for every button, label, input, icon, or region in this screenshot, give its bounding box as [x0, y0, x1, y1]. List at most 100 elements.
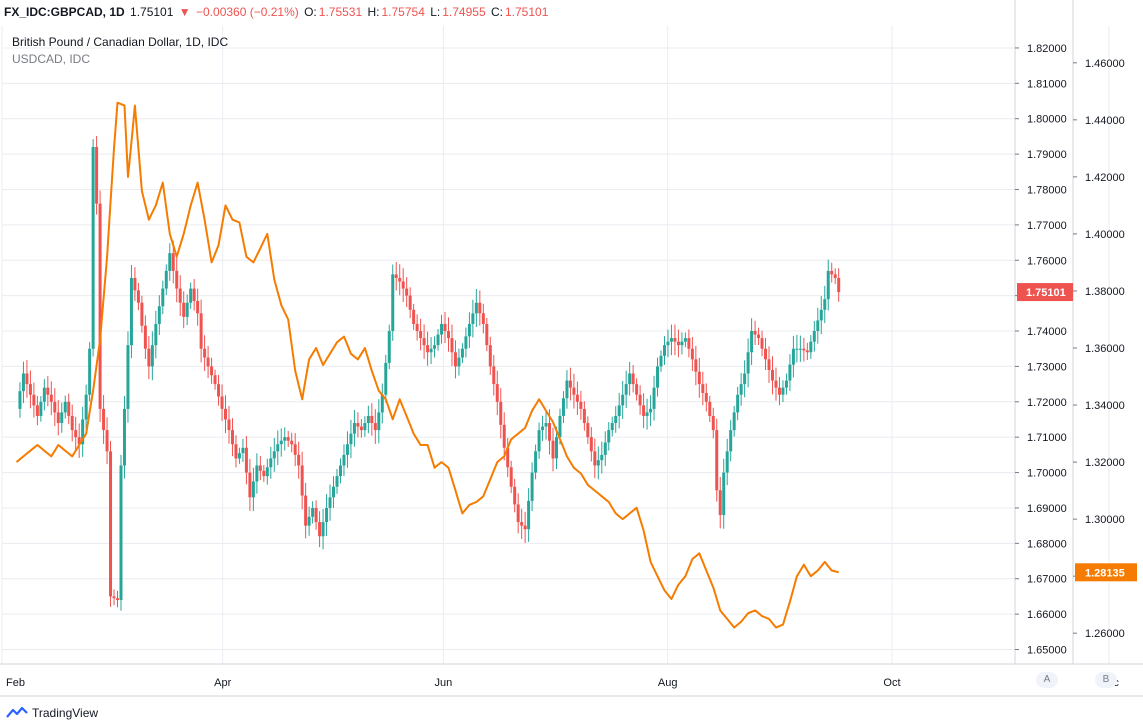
- candle-body: [596, 460, 600, 466]
- right-axis-tick-label: 1.26000: [1085, 628, 1125, 640]
- candle-body: [788, 364, 792, 381]
- candle-body: [530, 472, 534, 501]
- candle-body: [833, 274, 837, 278]
- candle-body: [279, 440, 283, 445]
- candle-body: [805, 350, 809, 353]
- candle-body: [217, 384, 221, 397]
- candle-body: [408, 295, 412, 310]
- axis-auto-button[interactable]: A: [1036, 672, 1058, 688]
- candle-body: [823, 299, 827, 310]
- candle-body: [502, 424, 506, 448]
- candle-body: [645, 412, 649, 416]
- candle-body: [230, 430, 234, 445]
- candle-body: [126, 345, 130, 409]
- candle-body: [729, 430, 733, 452]
- candle-body: [237, 453, 241, 459]
- candle-body: [98, 203, 102, 409]
- candle-body: [227, 419, 231, 431]
- candle-body: [28, 384, 32, 395]
- candle-body: [370, 415, 374, 424]
- candle-body: [182, 302, 186, 317]
- candle-body: [18, 391, 22, 409]
- candle-body: [757, 334, 761, 339]
- candle-body: [293, 444, 297, 455]
- candle-body: [373, 423, 377, 431]
- symbol-title[interactable]: FX_IDC:GBPCAD, 1D: [4, 5, 125, 19]
- candle-body: [192, 288, 196, 301]
- candle-body: [60, 412, 64, 424]
- candle-body: [220, 396, 224, 409]
- candle-body: [680, 341, 684, 346]
- right-axis-tick-label: 1.44000: [1085, 115, 1125, 127]
- candle-body: [359, 426, 363, 431]
- candle-body: [297, 454, 301, 466]
- candle-body: [541, 426, 545, 431]
- candle-body: [509, 467, 513, 487]
- axis-b-button[interactable]: B: [1095, 672, 1117, 688]
- right-axis-tick-label: 1.40000: [1085, 229, 1125, 241]
- candle-body: [666, 341, 670, 346]
- candle-body: [161, 288, 165, 307]
- candle-body: [143, 325, 147, 349]
- right-axis-tick-label: 1.38000: [1085, 286, 1125, 298]
- candle-body: [450, 338, 454, 353]
- candle-body: [140, 302, 144, 326]
- candle-body: [70, 415, 74, 431]
- candle-body: [523, 525, 527, 530]
- candle-body: [429, 348, 433, 353]
- candle-body: [642, 405, 646, 416]
- candle-body: [234, 444, 238, 459]
- candle-body: [178, 288, 182, 303]
- candle-body: [136, 290, 140, 303]
- left-axis-tick-label: 1.77000: [1027, 220, 1067, 232]
- candle-body: [325, 507, 329, 523]
- candle-body: [676, 341, 680, 346]
- candle-body: [46, 387, 50, 395]
- candle-body: [67, 401, 71, 416]
- candle-body: [384, 362, 388, 395]
- candle-body: [610, 423, 614, 431]
- high-value: 1.75754: [381, 5, 425, 19]
- usdcad-line: [15, 101, 839, 629]
- left-axis-tick-label: 1.76000: [1027, 255, 1067, 267]
- candle-body: [272, 451, 276, 459]
- candle-body: [147, 348, 151, 367]
- candle-body: [659, 355, 663, 367]
- candle-body: [819, 309, 823, 321]
- left-axis-tick-label: 1.70000: [1027, 468, 1067, 480]
- candle-body: [387, 331, 391, 363]
- candle-body: [593, 451, 597, 466]
- candle-body: [791, 348, 795, 365]
- candle-body: [551, 440, 555, 459]
- candle-body: [467, 323, 471, 337]
- candle-body: [102, 408, 106, 431]
- tradingview-logo[interactable]: TradingView: [6, 704, 98, 722]
- candle-body: [262, 470, 266, 477]
- candle-body: [711, 415, 715, 431]
- candle-body: [565, 380, 569, 399]
- candle-body: [116, 598, 120, 600]
- candle-body: [656, 366, 660, 388]
- candle-body: [224, 408, 228, 420]
- open-value: 1.75531: [318, 5, 363, 19]
- down-arrow-icon: ▼: [178, 5, 191, 19]
- candle-body: [377, 412, 381, 431]
- candle-body: [185, 302, 189, 317]
- candle-body: [328, 497, 332, 508]
- candle-body: [554, 437, 558, 459]
- candle-body: [798, 348, 802, 350]
- candle-body: [91, 147, 95, 349]
- candle-body: [485, 323, 489, 346]
- candle-body: [258, 465, 262, 471]
- candle-body: [589, 437, 593, 452]
- candle-body: [206, 357, 210, 367]
- candle-body: [690, 348, 694, 360]
- left-axis-tick-label: 1.66000: [1027, 609, 1067, 621]
- series-subtitle: USDCAD, IDC: [12, 52, 91, 66]
- candle-body: [426, 345, 430, 353]
- candle-body: [63, 401, 67, 413]
- x-axis-tick-label: Jun: [435, 677, 453, 689]
- candle-body: [774, 380, 778, 388]
- left-axis-tick-label: 1.80000: [1027, 114, 1067, 126]
